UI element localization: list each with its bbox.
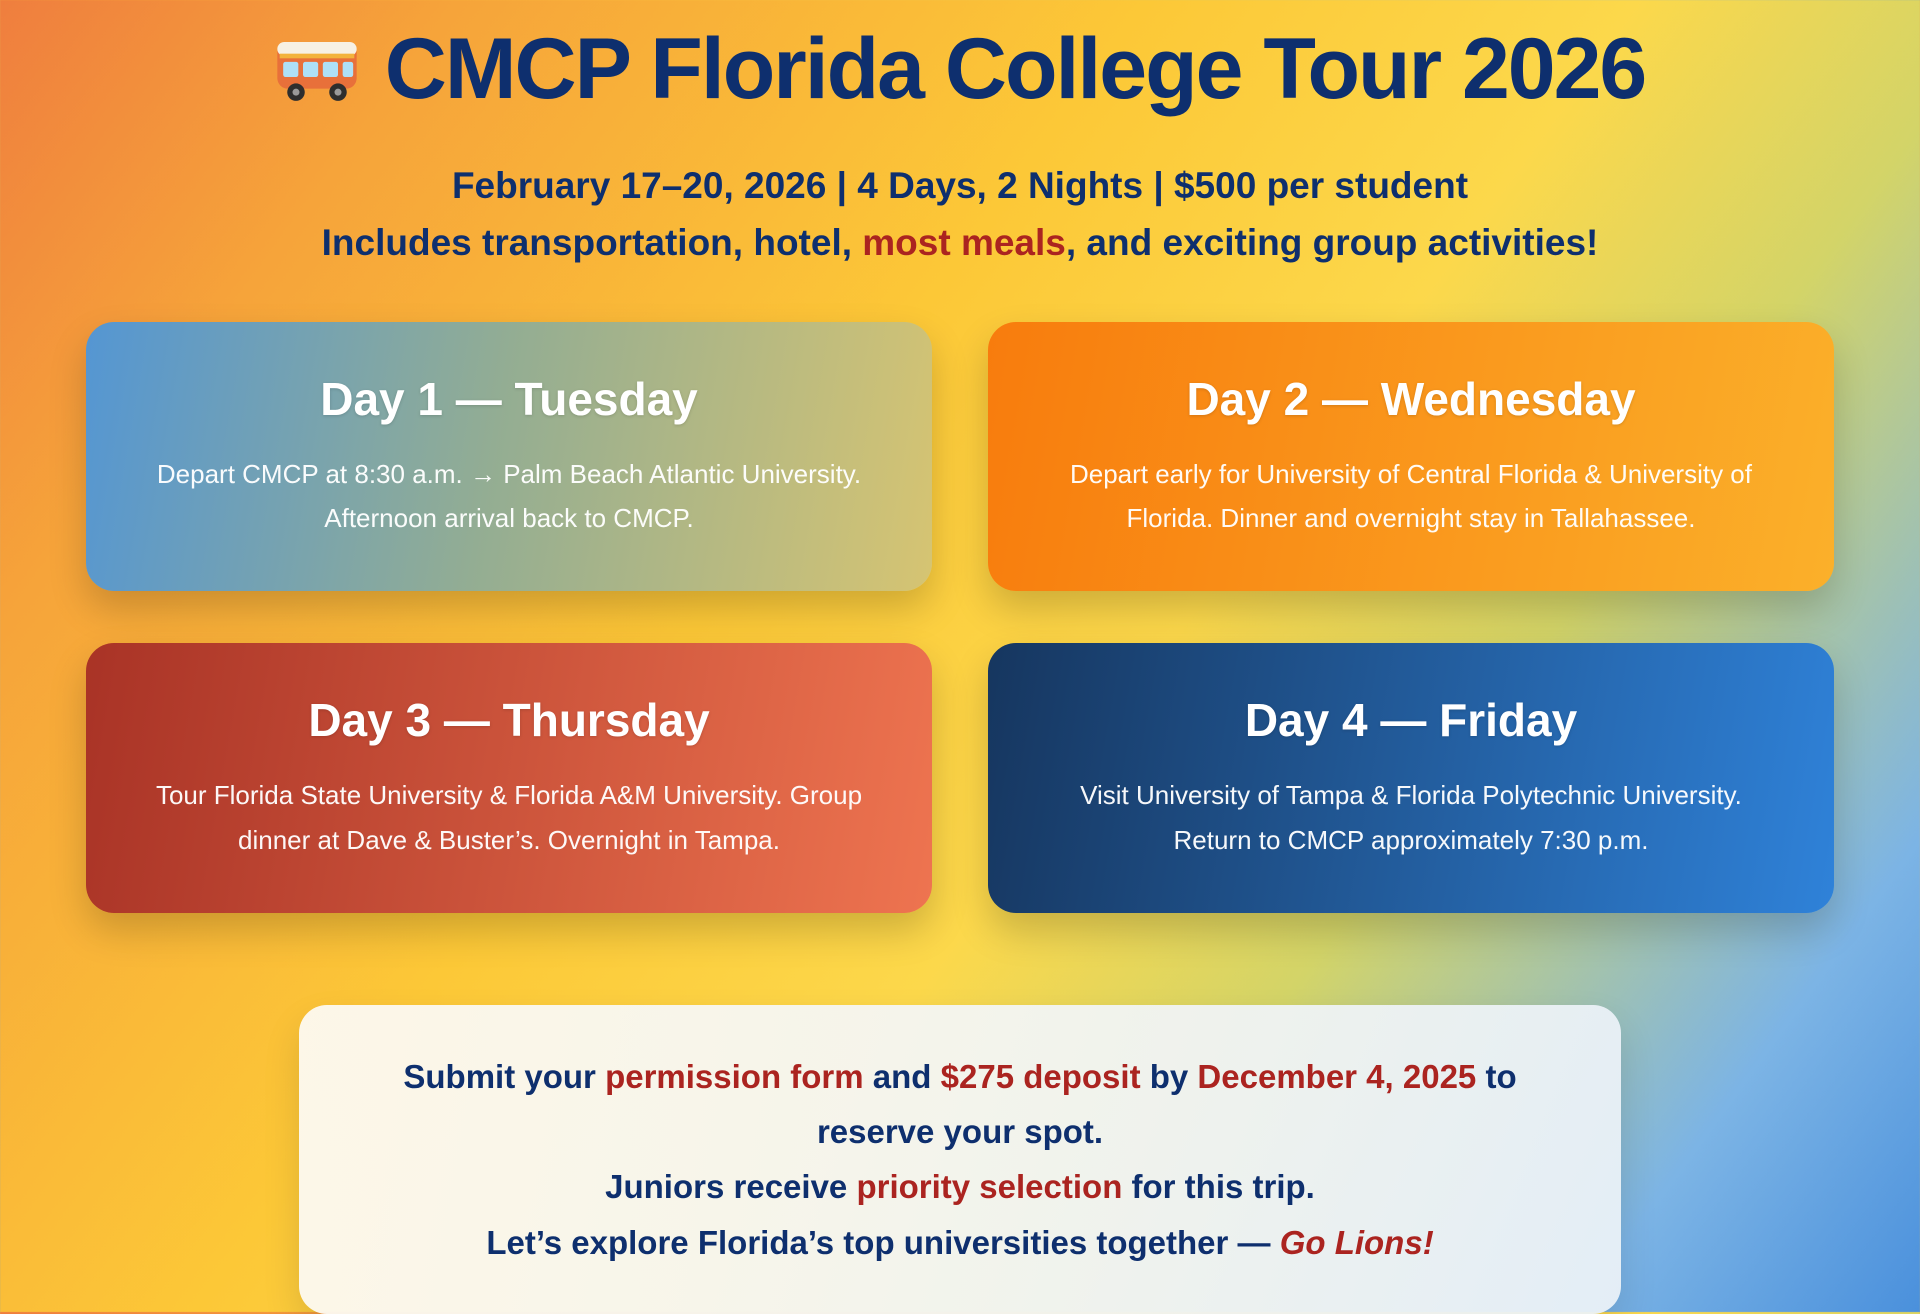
signup-notice-card: Submit your permission form and $275 dep… (299, 1004, 1621, 1314)
notice-line-1: Submit your permission form and $275 dep… (369, 1049, 1551, 1160)
most-meals-highlight: most meals (862, 222, 1066, 264)
notice-line-2-text: for this trip. (1122, 1168, 1315, 1206)
go-lions-highlight: Go Lions! (1279, 1223, 1434, 1261)
permission-form-highlight: permission form (605, 1057, 864, 1095)
notice-line-1-text: by (1140, 1057, 1198, 1095)
deadline-highlight: December 4, 2025 (1197, 1057, 1477, 1095)
day-1-title: Day 1 — Tuesday (320, 372, 698, 425)
day-4-card: Day 4 — Friday Visit University of Tampa… (988, 643, 1834, 913)
includes-prefix: Includes transportation, hotel, (321, 222, 863, 264)
notice-line-2: Juniors receive priority selection for t… (369, 1159, 1551, 1214)
trip-summary: February 17–20, 2026 | 4 Days, 2 Nights … (451, 165, 1469, 206)
day-2-description: Depart early for University of Central F… (1069, 458, 1752, 534)
notice-line-1-text: to reserve your spot. (816, 1057, 1517, 1150)
notice-line-1-text: and (863, 1057, 941, 1095)
day-3-card: Day 3 — Thursday Tour Florida State Univ… (86, 643, 932, 913)
day-3-description: Tour Florida State University & Florida … (155, 780, 863, 855)
deposit-highlight: $275 deposit (940, 1057, 1141, 1095)
subtitle-block: February 17–20, 2026 | 4 Days, 2 Nights … (0, 157, 1920, 272)
day-1-card: Day 1 — Tuesday Depart CMCP at 8:30 a.m.… (86, 321, 932, 592)
day-3-title: Day 3 — Thursday (308, 694, 710, 747)
day-1-description: Depart CMCP at 8:30 a.m. → Palm Beach At… (156, 458, 862, 534)
day-2-title: Day 2 — Wednesday (1186, 372, 1636, 425)
includes-suffix: , and exciting group activities! (1065, 222, 1599, 264)
page-title: CMCP Florida College Tour 2026 (384, 21, 1648, 117)
day-4-title: Day 4 — Friday (1244, 694, 1578, 747)
day-2-card: Day 2 — Wednesday Depart early for Unive… (988, 321, 1834, 592)
bus-icon (277, 41, 357, 101)
notice-line-2-text: Juniors receive (605, 1168, 857, 1206)
notice-line-3-text: Let’s explore Florida’s top universities… (486, 1223, 1280, 1261)
notice-line-1-text: Submit your (403, 1057, 606, 1095)
notice-line-3: Let’s explore Florida’s top universities… (369, 1215, 1551, 1270)
includes-line: Includes transportation, hotel, most mea… (0, 214, 1920, 271)
day-cards-grid: Day 1 — Tuesday Depart CMCP at 8:30 a.m.… (0, 321, 1920, 913)
title-row: CMCP Florida College Tour 2026 (0, 20, 1920, 119)
day-4-description: Visit University of Tampa & Florida Poly… (1080, 780, 1742, 855)
header: CMCP Florida College Tour 2026 February … (0, 0, 1920, 272)
priority-selection-highlight: priority selection (856, 1168, 1123, 1206)
